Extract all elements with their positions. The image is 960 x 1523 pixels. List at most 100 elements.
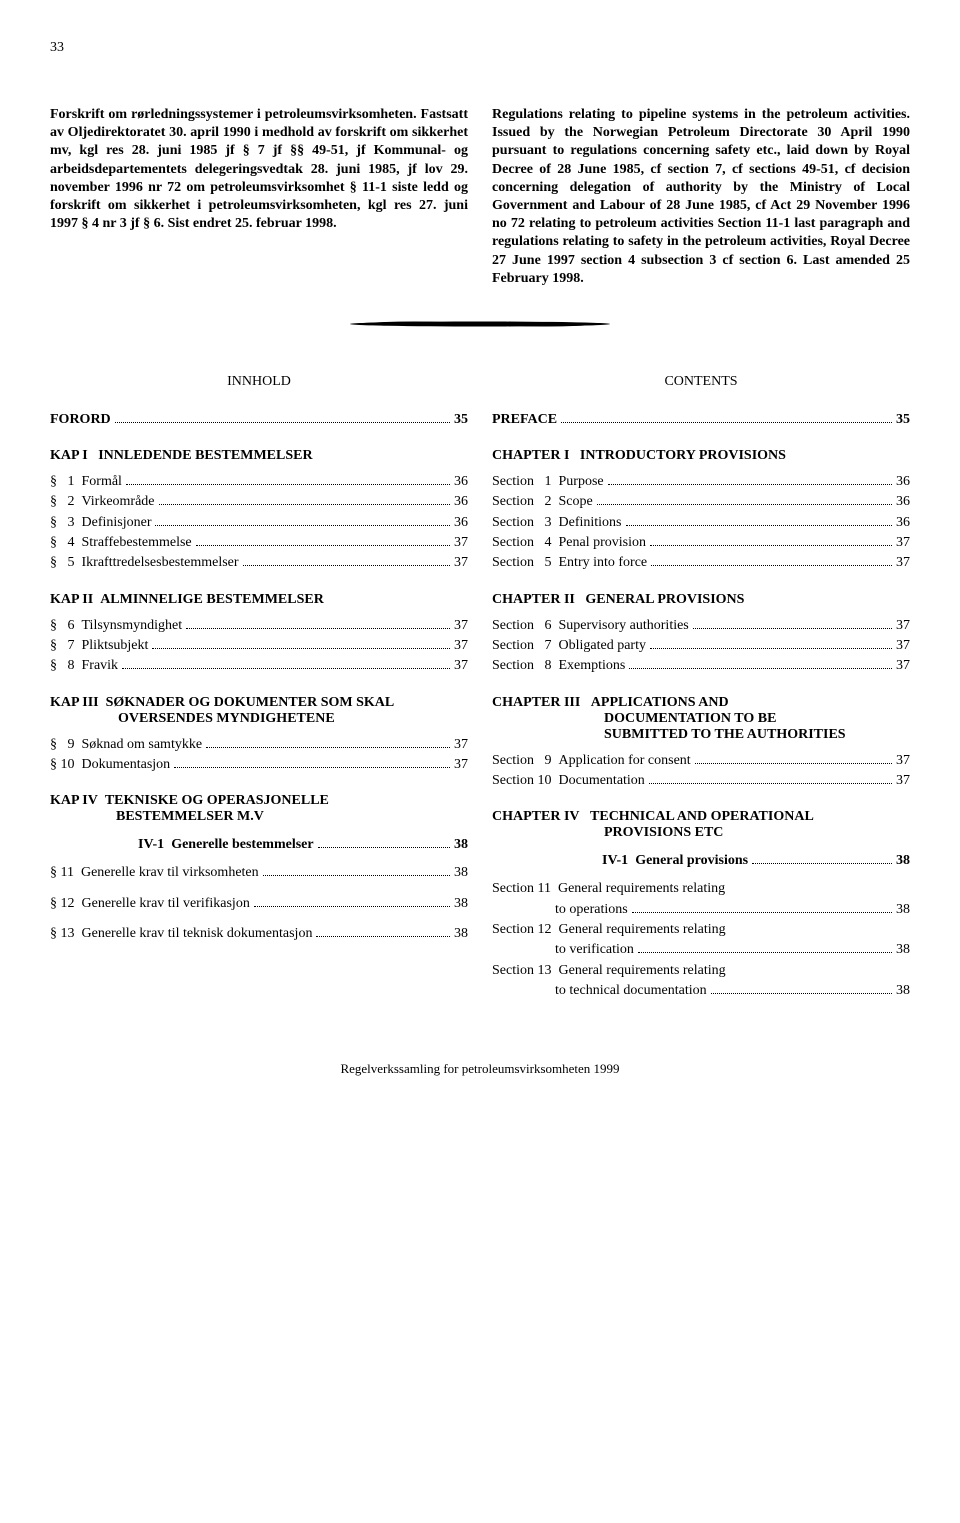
item-title1: General requirements relating [558, 879, 725, 899]
dots [254, 906, 450, 907]
toc-item: Section 1 Purpose36 [492, 472, 910, 492]
chapter-ii-title: GENERAL PROVISIONS [585, 592, 744, 608]
item-title: Application for consent [559, 751, 691, 771]
item-page: 37 [896, 533, 910, 553]
sub-page: 38 [896, 851, 910, 871]
kap-i-heading: KAP I INNLEDENDE BESTEMMELSER [50, 448, 468, 464]
sub-title: Generelle bestemmelser [171, 835, 313, 855]
indent [492, 940, 555, 960]
dots [752, 863, 892, 864]
toc-item: § 8 Fravik37 [50, 656, 468, 676]
dots [155, 525, 450, 526]
sub-label: IV-1 [602, 851, 628, 871]
item-title2: to technical documentation [555, 981, 707, 1001]
item-title: Virkeområde [82, 492, 155, 512]
page-number: 33 [50, 40, 910, 56]
item-label: Section 4 [492, 533, 552, 553]
intro-right: Regulations relating to pipeline systems… [492, 106, 910, 288]
item-title: Generelle krav til teknisk dokumentasjon [82, 924, 313, 944]
innhold-heading: INNHOLD [50, 374, 468, 390]
dots [196, 545, 450, 546]
toc-item: § 4 Straffebestemmelse37 [50, 533, 468, 553]
item-label: § 10 [50, 755, 75, 775]
dots [174, 767, 450, 768]
item-page: 38 [896, 940, 910, 960]
chapter-i-heading: CHAPTER I INTRODUCTORY PROVISIONS [492, 448, 910, 464]
chapter-iii-heading: CHAPTER III APPLICATIONS AND DOCUMENTATI… [492, 695, 910, 743]
item-label: § 4 [50, 533, 75, 553]
item-page: 36 [454, 472, 468, 492]
item-page: 37 [454, 656, 468, 676]
item-label: § 13 [50, 924, 75, 944]
item-title: Documentation [559, 771, 645, 791]
intro-left: Forskrift om rørledningssystemer i petro… [50, 106, 468, 288]
toc-item: § 13 Generelle krav til teknisk dokument… [50, 924, 468, 944]
dots [243, 565, 450, 566]
toc-item: Section 4 Penal provision 37 [492, 533, 910, 553]
dots [650, 545, 892, 546]
kap-iv-heading: KAP IV TEKNISKE OG OPERASJONELLE BESTEMM… [50, 793, 468, 825]
item-page: 38 [896, 981, 910, 1001]
item-title: Fravik [82, 656, 119, 676]
item-title: Tilsynsmyndighet [82, 616, 183, 636]
kap-iv-label: KAP IV [50, 793, 98, 808]
item-page: 37 [896, 656, 910, 676]
kap-iv-sub: IV-1 Generelle bestemmelser 38 [50, 835, 468, 855]
kap-iii-title2: OVERSENDES MYNDIGHETENE [50, 711, 335, 726]
toc-item: § 1 Formål36 [50, 472, 468, 492]
forord-page: 35 [454, 410, 468, 430]
item-label: Section 11 [492, 879, 551, 899]
item-page: 37 [454, 533, 468, 553]
toc-item: § 11 Generelle krav til virksomheten38 [50, 863, 468, 883]
item-page: 37 [896, 751, 910, 771]
item-page: 37 [454, 636, 468, 656]
item-label: Section 8 [492, 656, 552, 676]
chapter-iii-label: CHAPTER III [492, 695, 580, 710]
kap-ii-heading: KAP II ALMINNELIGE BESTEMMELSER [50, 592, 468, 608]
item-label: § 1 [50, 472, 75, 492]
toc-item: § 7 Pliktsubjekt37 [50, 636, 468, 656]
item-title: Definitions [559, 513, 622, 533]
item-page: 37 [454, 755, 468, 775]
kap-iii-label: KAP III [50, 695, 99, 710]
item-title: Penal provision [559, 533, 647, 553]
toc-item: § 9 Søknad om samtykke37 [50, 735, 468, 755]
item-label: § 3 [50, 513, 75, 533]
toc-item: § 12 Generelle krav til verifikasjon38 [50, 894, 468, 914]
preface-page: 35 [896, 410, 910, 430]
item-page: 38 [454, 924, 468, 944]
toc-item: Section 11 General requirements relating… [492, 879, 910, 920]
item-title: Obligated party [559, 636, 646, 656]
preface-line: PREFACE 35 [492, 410, 910, 430]
indent [492, 900, 555, 920]
dots [693, 628, 892, 629]
toc-item: § 6 Tilsynsmyndighet37 [50, 616, 468, 636]
dots [206, 747, 450, 748]
chapter-ii-label: CHAPTER II [492, 592, 575, 608]
item-page: 38 [454, 863, 468, 883]
chapter-ii-heading: CHAPTER II GENERAL PROVISIONS [492, 592, 910, 608]
sub-title: General provisions [635, 851, 748, 871]
toc-item: Section 12 General requirements relating… [492, 920, 910, 961]
item-label: Section 5 [492, 553, 552, 573]
item-label: Section 1 [492, 472, 552, 492]
kap-iii-title1: SØKNADER OG DOKUMENTER SOM SKAL [106, 695, 395, 710]
toc-item: Section 9 Application for consent37 [492, 751, 910, 771]
item-title2: to verification [555, 940, 634, 960]
chapter-iv-sub: IV-1 General provisions 38 [492, 851, 910, 871]
section-divider [50, 318, 910, 334]
kap-ii-label: KAP II [50, 592, 93, 608]
item-label: Section 10 [492, 771, 552, 791]
chapter-iv-title2: PROVISIONS ETC [492, 825, 723, 840]
item-page: 36 [454, 513, 468, 533]
preface-label: PREFACE [492, 410, 557, 430]
toc-item: Section 6 Supervisory authorities37 [492, 616, 910, 636]
toc-left: INNHOLD FORORD 35 KAP I INNLEDENDE BESTE… [50, 374, 468, 1001]
toc-columns: INNHOLD FORORD 35 KAP I INNLEDENDE BESTE… [50, 374, 910, 1001]
item-label: Section 13 [492, 961, 552, 981]
item-title: Exemptions [559, 656, 626, 676]
dots [152, 648, 450, 649]
toc-item: § 2 Virkeområde36 [50, 492, 468, 512]
item-label: Section 3 [492, 513, 552, 533]
item-label: § 2 [50, 492, 75, 512]
